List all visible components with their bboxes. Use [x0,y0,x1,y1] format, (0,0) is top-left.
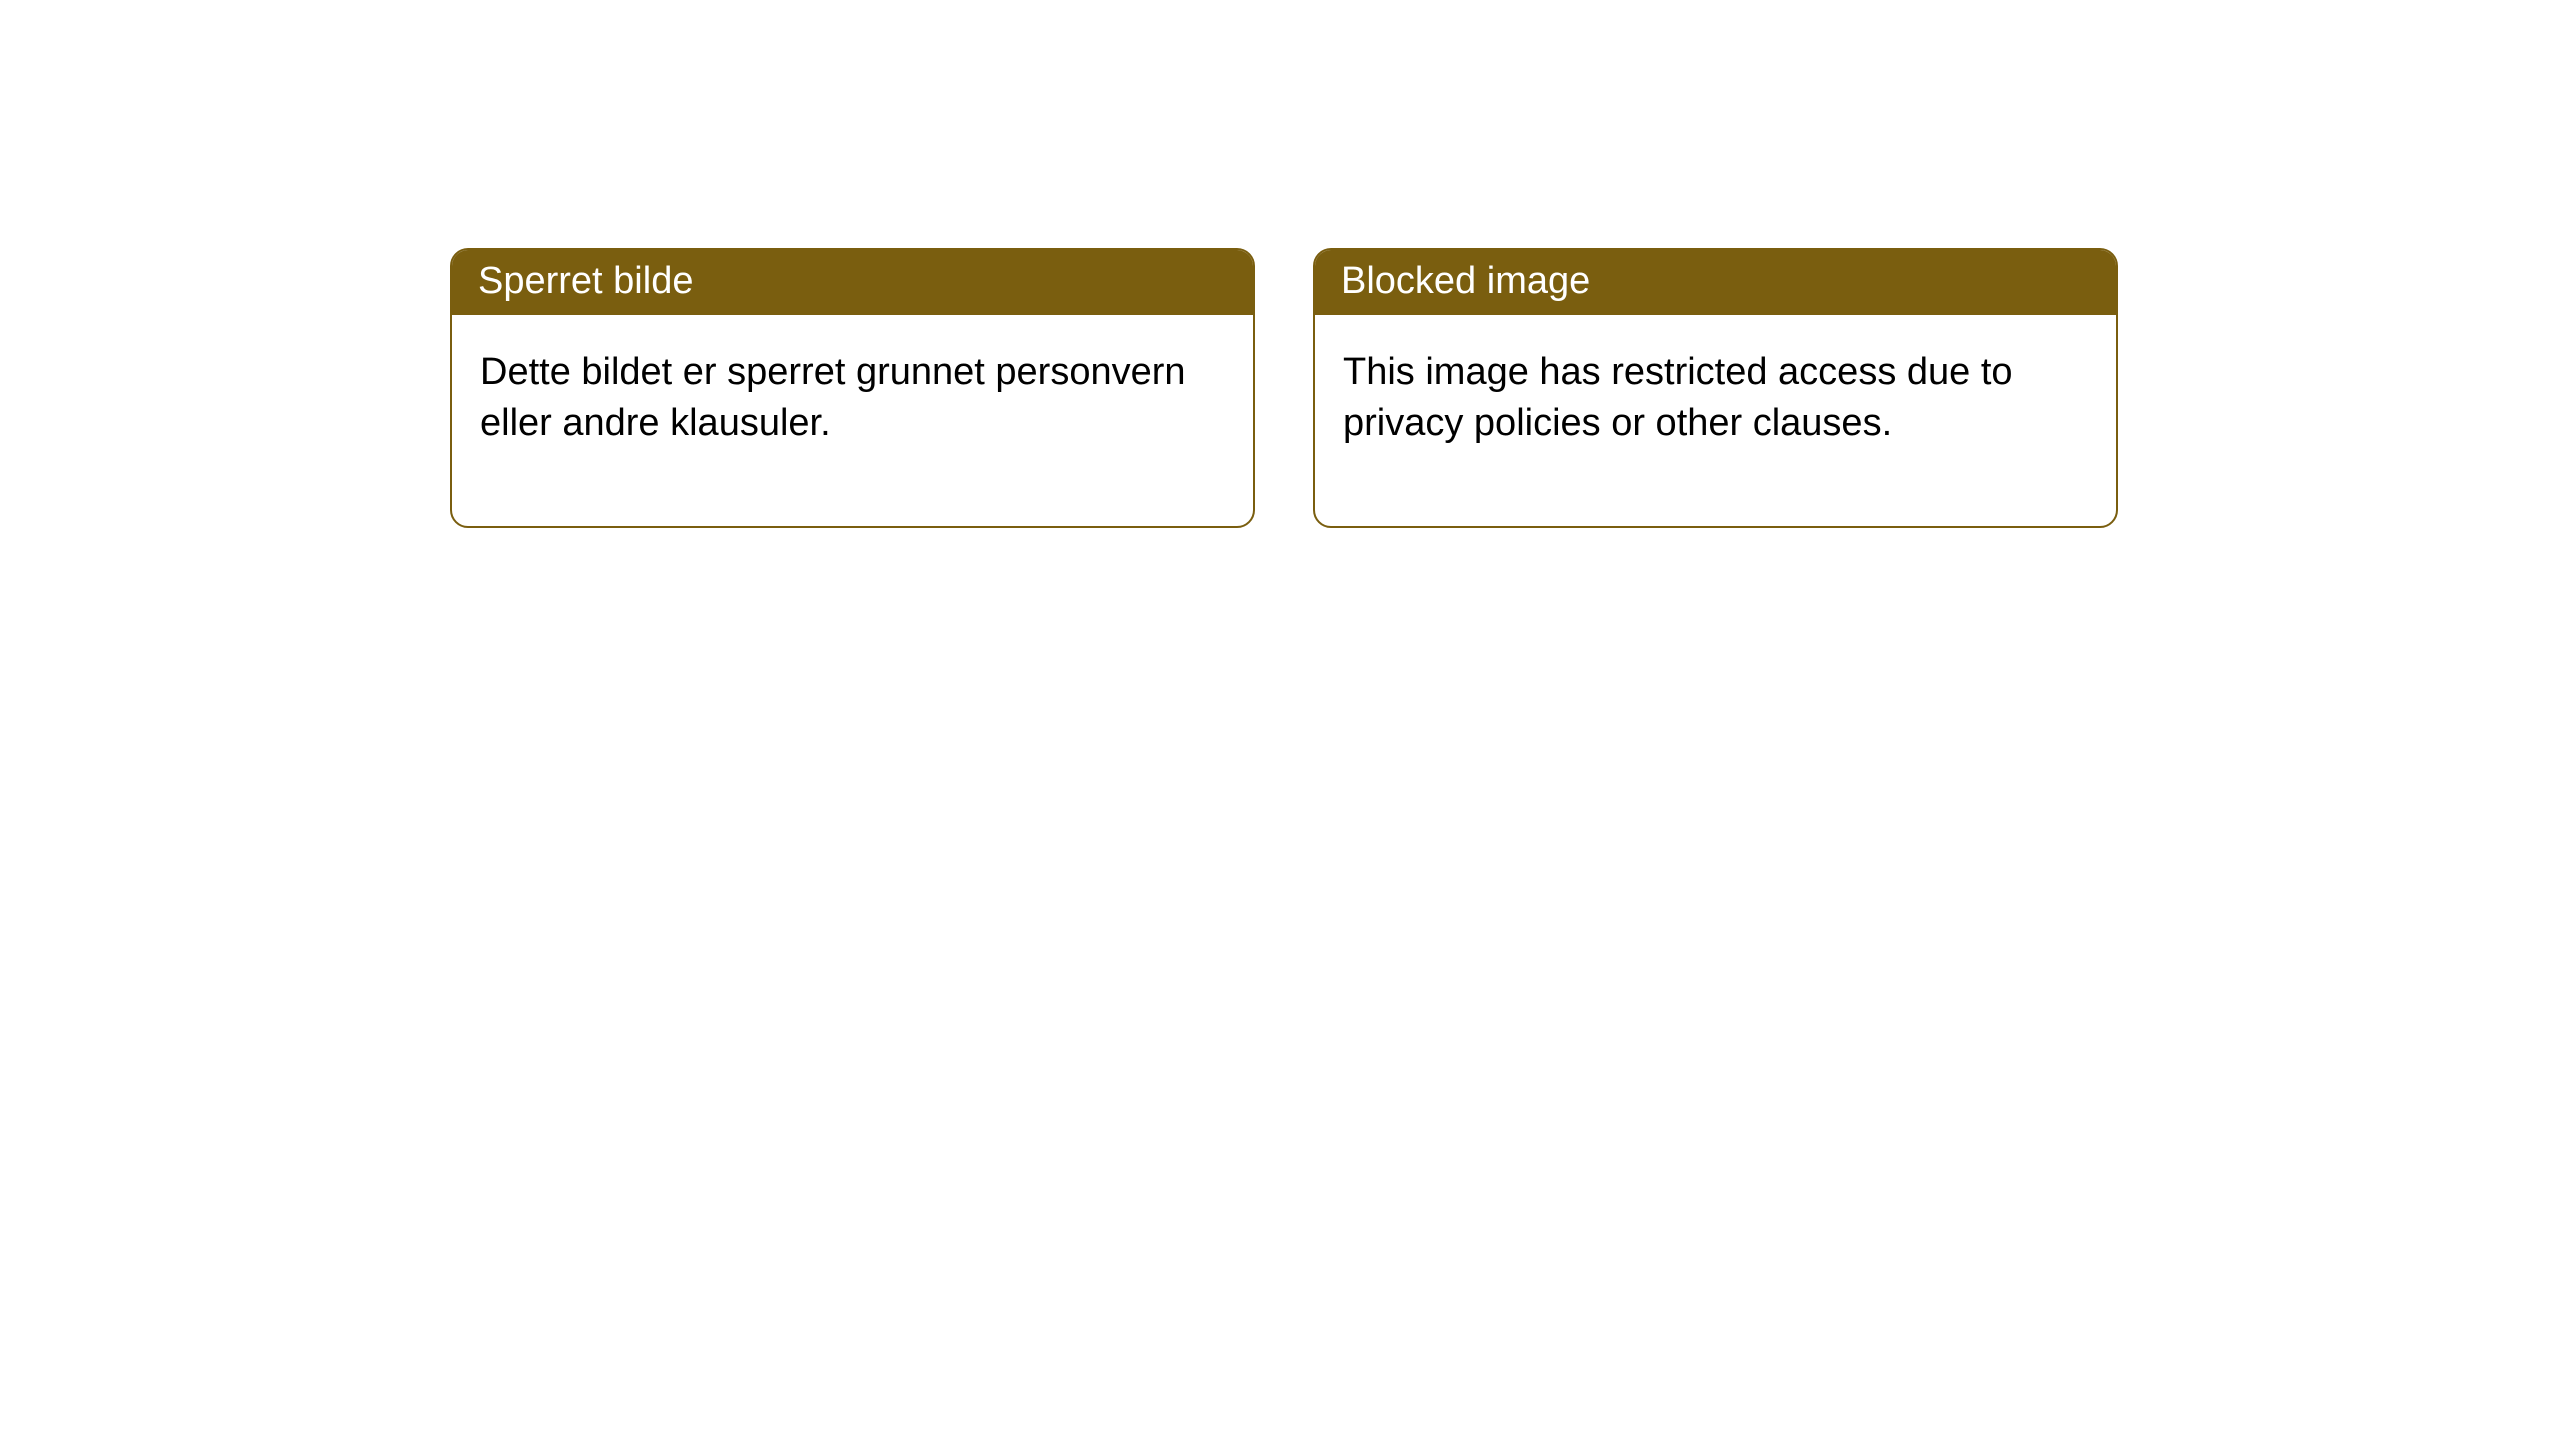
card-body: This image has restricted access due to … [1315,315,2116,526]
card-body: Dette bildet er sperret grunnet personve… [452,315,1253,526]
notice-card-english: Blocked image This image has restricted … [1313,248,2118,528]
notice-container: Sperret bilde Dette bildet er sperret gr… [450,248,2118,528]
notice-card-norwegian: Sperret bilde Dette bildet er sperret gr… [450,248,1255,528]
card-header: Sperret bilde [452,250,1253,315]
card-header: Blocked image [1315,250,2116,315]
